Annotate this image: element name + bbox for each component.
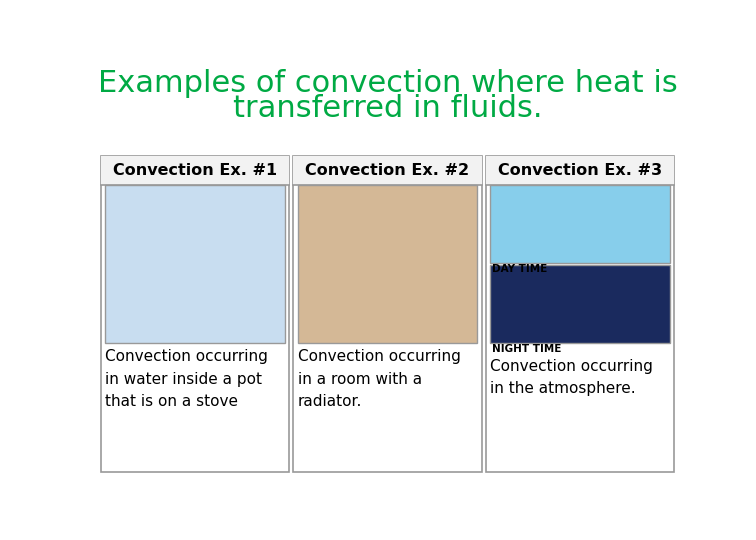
FancyBboxPatch shape <box>485 156 674 185</box>
Text: Convection occurring
in the atmosphere.: Convection occurring in the atmosphere. <box>491 359 653 396</box>
Text: Convection occurring
in a room with a
radiator.: Convection occurring in a room with a ra… <box>298 349 460 409</box>
FancyBboxPatch shape <box>298 185 477 343</box>
FancyBboxPatch shape <box>293 156 482 473</box>
Text: Examples of convection where heat is: Examples of convection where heat is <box>98 69 677 98</box>
Text: DAY TIME: DAY TIME <box>492 264 547 274</box>
Text: NIGHT TIME: NIGHT TIME <box>492 344 561 354</box>
FancyBboxPatch shape <box>491 185 670 263</box>
Text: Convection Ex. #2: Convection Ex. #2 <box>305 163 469 178</box>
Text: Convection Ex. #1: Convection Ex. #1 <box>113 163 277 178</box>
Text: transferred in fluids.: transferred in fluids. <box>233 94 542 123</box>
FancyBboxPatch shape <box>101 156 290 185</box>
Text: Convection occurring
in water inside a pot
that is on a stove: Convection occurring in water inside a p… <box>105 349 268 409</box>
FancyBboxPatch shape <box>105 185 284 343</box>
FancyBboxPatch shape <box>101 156 290 473</box>
Text: Convection Ex. #3: Convection Ex. #3 <box>498 163 662 178</box>
FancyBboxPatch shape <box>485 156 674 473</box>
FancyBboxPatch shape <box>293 156 482 185</box>
FancyBboxPatch shape <box>491 266 670 343</box>
